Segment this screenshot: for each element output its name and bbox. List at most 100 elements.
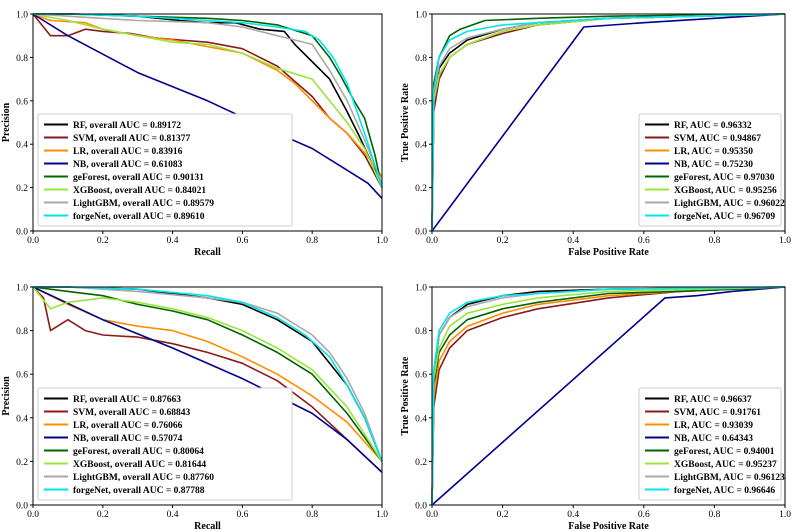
legend-entry: XGBoost, AUC = 0.95237: [674, 460, 777, 470]
x-tick-label: 0.4: [167, 510, 179, 520]
legend-entry: LightGBM, AUC = 0.96123: [674, 473, 785, 483]
x-tick-label: 0.4: [567, 236, 579, 246]
legend-entry: NB, AUC = 0.75230: [674, 160, 753, 170]
legend-entry: SVM, AUC = 0.91761: [674, 408, 761, 418]
legend-entry: SVM, AUC = 0.94867: [674, 134, 761, 144]
x-tick-label: 0.8: [306, 510, 318, 520]
chart-panel-4: 0.0 0.2 0.4 0.6 0.8 1.0 0.0 0.2 0.4 0.6 0.8 1.0 Fals…: [400, 284, 791, 532]
plot-frame: [431, 286, 786, 506]
legend-entry: LR, overall AUC = 0.83916: [73, 147, 183, 157]
x-tick-label: 1.0: [376, 236, 388, 246]
legend-box: [638, 387, 782, 501]
series-line-8: [33, 286, 383, 462]
x-tick-label: 0.0: [426, 236, 438, 246]
series-line-6: [431, 286, 786, 506]
x-tick-label: 0.2: [497, 510, 509, 520]
legend: RF, AUC = 0.96332 SVM, AUC = 0.94867 LR, A…: [638, 113, 785, 227]
series-line-3: [431, 286, 786, 506]
x-tick-label: 0.0: [27, 510, 39, 520]
series-line-7: [33, 286, 383, 462]
series-line-5: [431, 286, 786, 506]
legend-entry: geForest, AUC = 0.97030: [674, 173, 775, 183]
legend-entry: XGBoost, AUC = 0.95256: [674, 186, 777, 196]
legend-entry: XGBoost, overall AUC = 0.81644: [73, 460, 206, 470]
legend-box: [37, 113, 293, 227]
x-tick-label: 0.2: [97, 236, 109, 246]
x-tick-label: 0.4: [167, 236, 179, 246]
legend-entry: RF, AUC = 0.96637: [674, 395, 752, 405]
series-line-7: [32, 13, 383, 184]
y-tick-label: 0.0: [16, 502, 28, 512]
chart-panel-2: 0.0 0.2 0.4 0.6 0.8 1.0 0.0 0.2 0.4 0.6 0.8 1.0 Fals…: [400, 11, 791, 259]
legend-entry: LightGBM, overall AUC = 0.87760: [73, 473, 214, 483]
x-axis-label: Recall: [194, 521, 221, 532]
y-tick-label: 0.2: [16, 184, 28, 194]
x-tick-label: 1.0: [376, 510, 388, 520]
legend-entry: RF, AUC = 0.96332: [674, 121, 752, 131]
series-line-8: [431, 286, 786, 506]
legend-entry: NB, overall AUC = 0.61083: [73, 160, 183, 170]
x-tick-label: 0.8: [708, 510, 720, 520]
y-axis-label: Precision: [1, 102, 12, 142]
x-tick-label: 0.6: [638, 236, 650, 246]
y-tick-label: 1.0: [415, 284, 427, 294]
plot-frame: [431, 13, 786, 232]
y-tick-label: 0.6: [16, 97, 28, 107]
series-line-5: [32, 286, 383, 462]
y-tick-label: 0.6: [415, 371, 427, 381]
legend-entry: geForest, overall AUC = 0.90131: [73, 173, 204, 183]
legend-box: [37, 387, 293, 501]
chart-panel-1: 0.0 0.2 0.4 0.6 0.8 1.0 0.0 0.2 0.4 0.6 0.8 1.0 Reca…: [1, 11, 388, 259]
legend-entry: forgeNet, overall AUC = 0.89610: [73, 212, 205, 222]
legend: RF, overall AUC = 0.87663 SVM, overall AU…: [37, 387, 293, 501]
series-line-6: [32, 286, 383, 462]
x-tick-label: 0.6: [236, 236, 248, 246]
y-tick-label: 0.8: [415, 54, 427, 64]
legend-entry: LR, overall AUC = 0.76066: [73, 421, 183, 431]
x-axis-label: Recall: [194, 247, 221, 258]
legend-entry: forgeNet, AUC = 0.96709: [674, 212, 775, 222]
x-axis-label: False Positive Rate: [568, 521, 649, 532]
y-axis-label: Precision: [1, 376, 12, 416]
plot-frame: [32, 13, 383, 232]
y-tick-label: 0.2: [415, 184, 427, 194]
series-line-2: [431, 286, 786, 506]
plot-frame: [32, 286, 383, 506]
y-tick-label: 0.4: [415, 141, 427, 151]
x-tick-label: 1.0: [779, 236, 791, 246]
x-tick-label: 0.2: [97, 510, 109, 520]
legend: RF, overall AUC = 0.89172 SVM, overall AU…: [37, 113, 293, 227]
series-line-8: [33, 13, 383, 188]
y-tick-label: 0.0: [16, 228, 28, 238]
legend-entry: RF, overall AUC = 0.87663: [73, 395, 181, 405]
y-tick-label: 0.6: [415, 97, 427, 107]
series-line-8: [431, 13, 786, 232]
y-tick-label: 0.8: [16, 54, 28, 64]
x-tick-label: 0.0: [27, 236, 39, 246]
x-tick-label: 0.0: [426, 510, 438, 520]
legend-entry: LR, AUC = 0.93039: [674, 421, 753, 431]
y-tick-label: 0.6: [16, 371, 28, 381]
series-line-4: [32, 286, 383, 473]
legend-entry: LR, AUC = 0.95350: [674, 147, 753, 157]
y-tick-label: 0.8: [415, 327, 427, 337]
x-tick-label: 0.8: [708, 236, 720, 246]
y-tick-label: 0.4: [415, 414, 427, 424]
x-tick-label: 0.6: [236, 510, 248, 520]
legend-entry: NB, AUC = 0.64343: [674, 434, 753, 444]
chart-panel-3: 0.0 0.2 0.4 0.6 0.8 1.0 0.0 0.2 0.4 0.6 0.8 1.0 Reca…: [1, 284, 388, 532]
legend-entry: forgeNet, overall AUC = 0.87788: [73, 486, 205, 496]
y-tick-label: 1.0: [16, 284, 28, 294]
x-tick-label: 0.4: [567, 510, 579, 520]
series-line-6: [32, 13, 383, 188]
y-tick-label: 0.2: [16, 458, 28, 468]
x-tick-label: 0.2: [497, 236, 509, 246]
y-tick-label: 0.0: [415, 502, 427, 512]
y-tick-label: 0.2: [415, 458, 427, 468]
series-line-4: [431, 286, 786, 506]
y-axis-label: True Positive Rate: [400, 83, 411, 162]
legend-entry: XGBoost, overall AUC = 0.84021: [73, 186, 206, 196]
y-tick-label: 0.4: [16, 414, 28, 424]
y-tick-label: 0.0: [415, 228, 427, 238]
